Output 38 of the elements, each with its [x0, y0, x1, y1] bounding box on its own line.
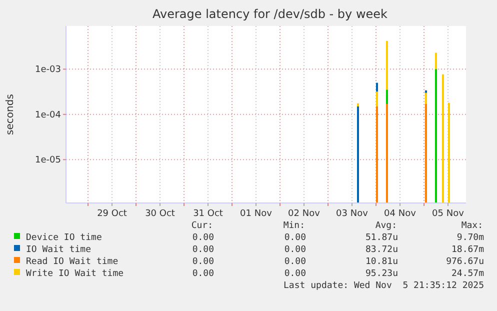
text: 51.87u [365, 233, 398, 243]
x-tick-label: 05 Nov [432, 209, 465, 219]
text: 24.57m [451, 269, 484, 279]
text: 976.67u [446, 257, 484, 267]
legend-label: Read IO Wait time [26, 257, 118, 267]
text: 0.00 [192, 245, 214, 255]
x-tick-label: 29 Oct [97, 209, 128, 219]
text: 9.70m [456, 233, 484, 243]
x-tick-label: 30 Oct [145, 209, 176, 219]
x-tick-label: 31 Oct [193, 209, 224, 219]
text: Avg: [375, 221, 397, 231]
text: 95.23u [365, 269, 398, 279]
text: 10.81u [365, 257, 398, 267]
text: 0.00 [284, 233, 306, 243]
y-axis-title: seconds [5, 94, 16, 135]
legend-label: IO Wait time [26, 245, 92, 255]
y-tick-label: 1e-03 [35, 65, 61, 76]
text: 0.00 [284, 257, 306, 267]
chart-title: Average latency for /dev/sdb - by week [152, 7, 388, 21]
text: Last update: Wed Nov 5 21:35:12 2025 [284, 281, 484, 291]
text: 0.00 [192, 269, 214, 279]
legend-label: Write IO Wait time [26, 269, 124, 279]
legend-label: Device IO time [26, 233, 102, 243]
y-tick-label: 1e-05 [35, 156, 61, 166]
text: 0.00 [192, 257, 214, 267]
y-tick-label: 1e-04 [35, 110, 62, 120]
text: Max: [461, 221, 483, 231]
text: Min: [283, 221, 305, 231]
x-tick-label: 02 Nov [288, 209, 321, 219]
x-tick-label: 01 Nov [240, 209, 273, 219]
text: 0.00 [192, 233, 214, 243]
x-tick-label: 03 Nov [336, 209, 369, 219]
text: 0.00 [284, 245, 306, 255]
text: 0.00 [284, 269, 306, 279]
text: Cur: [191, 221, 213, 231]
x-tick-label: 04 Nov [384, 209, 417, 219]
text: 18.67m [451, 245, 484, 255]
text: 83.72u [365, 245, 398, 255]
